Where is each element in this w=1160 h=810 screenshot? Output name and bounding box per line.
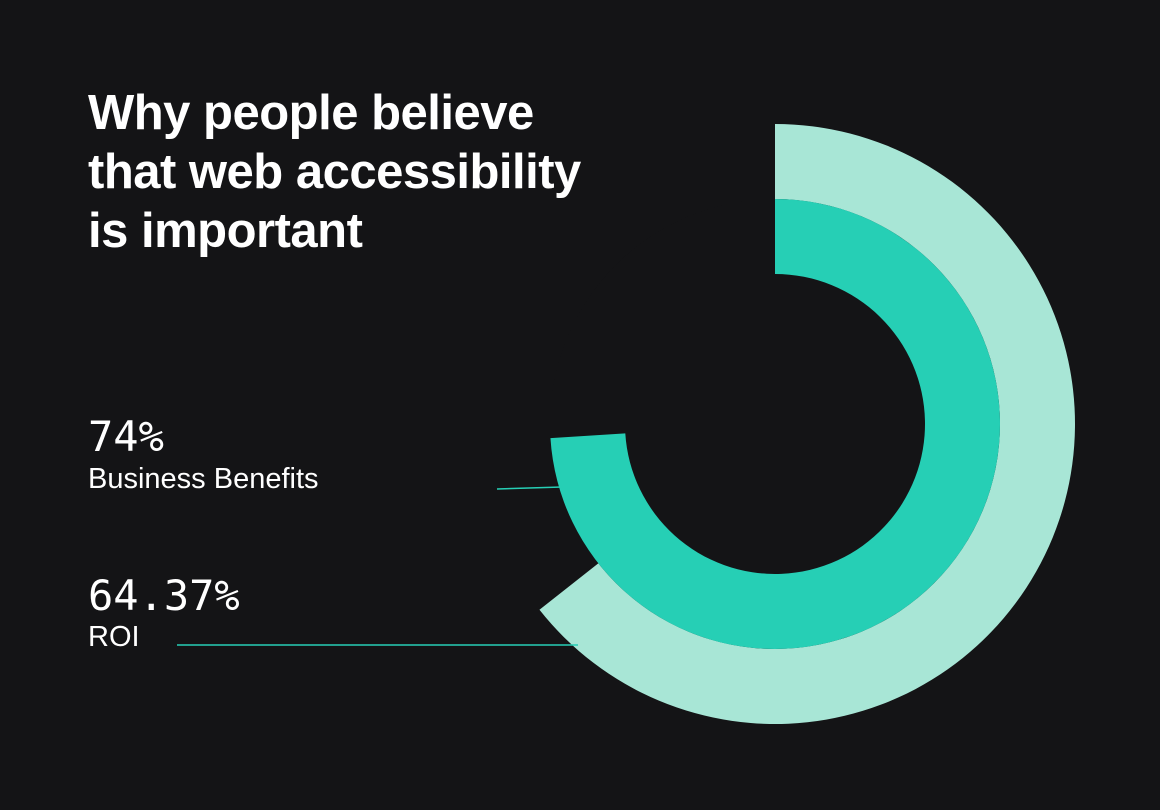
leader-line-business-benefits [496,486,563,490]
title-line-3: is important [88,204,363,258]
title-line-1: Why people believe [88,86,534,140]
arc-business-benefits [550,199,1001,650]
roi-value: 64.37% [88,571,240,620]
business-benefits-value: 74% [88,412,164,461]
title-line-2: that web accessibility [88,145,581,199]
chart-title: Why people believe that web accessibilit… [88,84,708,261]
roi-label: ROI [88,621,140,653]
business-benefits-label: Business Benefits [88,463,319,495]
